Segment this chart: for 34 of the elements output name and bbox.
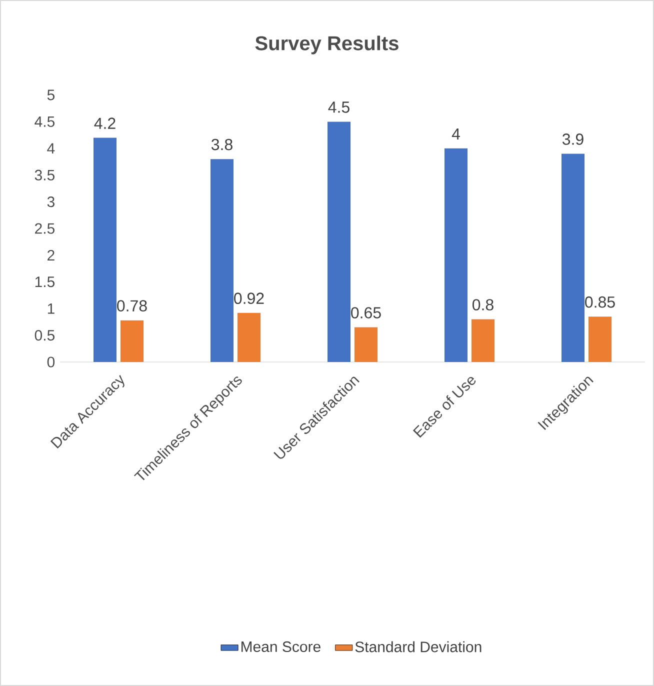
bar [472, 319, 494, 362]
data-label: 0.85 [585, 296, 615, 308]
data-label: 4.2 [94, 118, 116, 129]
y-tick-label: 1.5 [35, 276, 55, 288]
data-label: 0.78 [117, 300, 147, 312]
data-label: 3.9 [562, 134, 584, 145]
y-tick-label: 0.5 [34, 330, 55, 341]
y-tick-label: 2 [48, 250, 54, 260]
bar [238, 312, 260, 362]
y-tick-label: 4.5 [34, 116, 55, 127]
data-label: 0.8 [472, 299, 494, 310]
chart-title: Survey Results [255, 36, 398, 54]
data-label: 0.92 [234, 292, 264, 304]
bar [444, 148, 468, 362]
bar [120, 320, 144, 362]
data-label: 4 [452, 128, 460, 140]
legend-label: Standard Deviation [355, 641, 482, 652]
data-label: 3.8 [211, 138, 232, 150]
y-tick-label: 5 [47, 90, 55, 100]
y-tick-label: 3 [47, 196, 54, 208]
legend-label: Mean Score [241, 641, 320, 652]
y-tick-label: 0 [47, 356, 55, 368]
bar [328, 122, 351, 362]
bar [94, 138, 116, 362]
bar [210, 159, 234, 362]
bar [562, 154, 585, 362]
bar [588, 316, 612, 362]
y-tick-label: 1 [48, 303, 54, 314]
y-tick-label: 3.5 [34, 170, 55, 180]
bar [354, 327, 378, 362]
data-label: 4.5 [328, 102, 350, 113]
y-tick-label: 4 [47, 143, 55, 154]
data-label: 0.65 [351, 307, 381, 318]
y-tick-label: 2.5 [35, 223, 55, 234]
